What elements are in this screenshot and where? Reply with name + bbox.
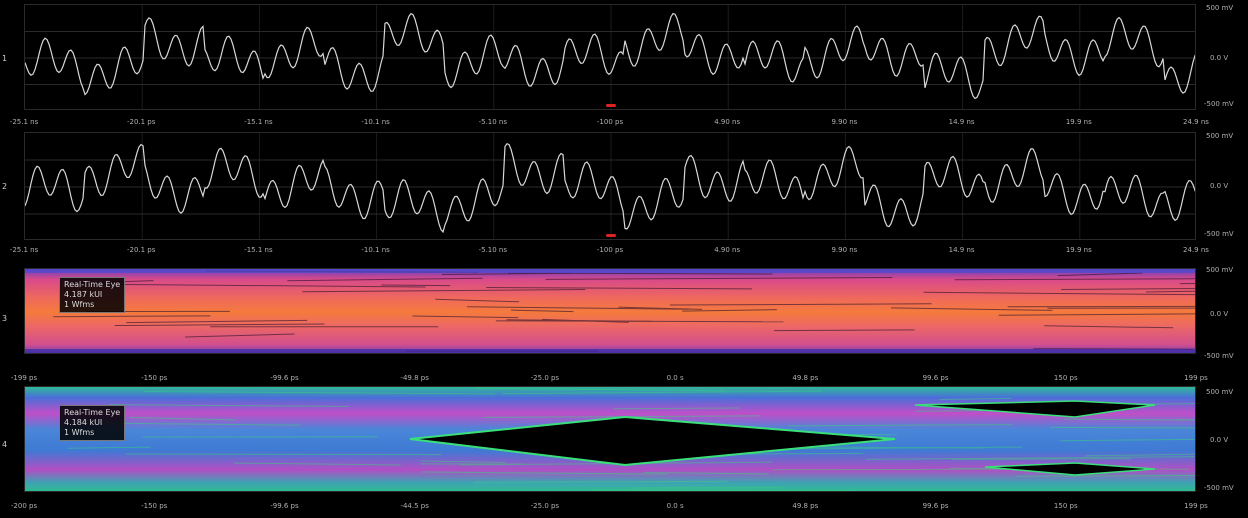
eye-label-wfms: 1 Wfms <box>64 428 95 437</box>
x-tick: 199 ps <box>1184 502 1208 510</box>
x-tick: -100 ps <box>596 118 624 126</box>
y-tick: 0.0 V <box>1210 310 1229 318</box>
x-tick: 9.90 ns <box>831 118 858 126</box>
eye-opening-upper <box>914 400 1156 418</box>
x-tick: -10.1 ns <box>361 118 390 126</box>
x-tick: 150 ps <box>1053 502 1078 510</box>
y-tick: 500 mV <box>1206 388 1234 396</box>
x-tick: -10.1 ns <box>361 246 390 254</box>
eye-label-title: Real-Time Eye <box>64 408 121 417</box>
x-tick: -20.1 ps <box>126 118 156 126</box>
x-tick: -150 ps <box>141 502 168 510</box>
x-tick: -49.8 ps <box>400 374 429 382</box>
eye-diagram-1 <box>25 269 1195 353</box>
x-tick: 4.90 ns <box>714 118 741 126</box>
x-tick: -44.5 ps <box>400 502 429 510</box>
channel-marker-1[interactable]: 1 <box>2 54 8 63</box>
x-tick: 19.9 ns <box>1065 246 1092 254</box>
channel-marker-3[interactable]: 3 <box>2 314 8 323</box>
waveform-trace-2 <box>25 133 1195 239</box>
eye-diagram-panel-2[interactable]: Real-Time Eye 4.184 kUI 1 Wfms <box>24 386 1196 492</box>
trigger-marker-1[interactable] <box>606 104 616 107</box>
x-tick: 0.0 s <box>666 502 684 510</box>
x-tick: -5.10 ns <box>478 118 508 126</box>
x-axis-4: -200 ps -150 ps -99.6 ps -44.5 ps -25.0 ps 0.… <box>0 502 1248 516</box>
eye-label-title: Real-Time Eye <box>64 280 121 289</box>
y-tick: -500 mV <box>1204 352 1234 360</box>
x-tick: -99.6 ps <box>270 374 299 382</box>
x-tick: 150 ps <box>1053 374 1078 382</box>
y-tick: 500 mV <box>1206 4 1234 12</box>
x-tick: -199 ps <box>10 374 38 382</box>
x-tick: 24.9 ns <box>1183 246 1209 254</box>
y-tick: -500 mV <box>1204 484 1234 492</box>
x-tick: 4.90 ns <box>714 246 741 254</box>
y-tick: 0.0 V <box>1210 182 1229 190</box>
x-tick: 49.8 ps <box>792 502 819 510</box>
x-tick: 14.9 ns <box>948 118 975 126</box>
x-tick: -15.1 ns <box>244 246 273 254</box>
x-tick: -20.1 ps <box>126 246 156 254</box>
x-tick: 199 ps <box>1184 374 1208 382</box>
y-tick: 0.0 V <box>1210 436 1229 444</box>
x-tick: -100 ps <box>596 246 624 254</box>
x-tick: -200 ps <box>10 502 38 510</box>
y-tick: -500 mV <box>1204 230 1234 238</box>
x-tick: 99.6 ps <box>922 502 949 510</box>
y-tick: 500 mV <box>1206 132 1234 140</box>
x-tick: -25.1 ns <box>9 118 39 126</box>
eye-label-count: 4.184 kUI <box>64 418 103 427</box>
eye-label-wfms: 1 Wfms <box>64 300 95 309</box>
channel-marker-2[interactable]: 2 <box>2 182 8 191</box>
x-tick: 49.8 ps <box>792 374 819 382</box>
x-tick: 24.9 ns <box>1183 118 1209 126</box>
eye-label-2[interactable]: Real-Time Eye 4.184 kUI 1 Wfms <box>59 405 126 441</box>
x-axis-2: -25.1 ns -20.1 ps -15.1 ns -10.1 ns -5.10 ns… <box>0 246 1248 260</box>
channel-marker-4[interactable]: 4 <box>2 440 8 449</box>
eye-label-1[interactable]: Real-Time Eye 4.187 kUI 1 Wfms <box>59 277 126 313</box>
x-tick: 0.0 s <box>666 374 684 382</box>
eye-diagram-2 <box>25 387 1195 491</box>
eye-opening-main <box>409 415 896 467</box>
x-tick: 99.6 ps <box>922 374 949 382</box>
x-tick: -25.0 ps <box>530 502 560 510</box>
x-axis-1: -25.1 ns -20.1 ps -15.1 ns -10.1 ns -5.10 ns… <box>0 118 1248 132</box>
trigger-marker-2[interactable] <box>606 234 616 237</box>
x-tick: -25.0 ps <box>530 374 560 382</box>
x-axis-3: -199 ps -150 ps -99.6 ps -49.8 ps -25.0 ps 0.… <box>0 374 1248 388</box>
waveform-panel-1[interactable] <box>24 4 1196 110</box>
eye-label-count: 4.187 kUI <box>64 290 103 299</box>
y-tick: -500 mV <box>1204 100 1234 108</box>
x-tick: -15.1 ns <box>244 118 273 126</box>
x-tick: -25.1 ns <box>9 246 39 254</box>
eye-opening-lower <box>984 462 1156 476</box>
waveform-trace-1 <box>25 5 1195 109</box>
x-tick: -5.10 ns <box>478 246 508 254</box>
x-tick: 14.9 ns <box>948 246 975 254</box>
x-tick: 19.9 ns <box>1065 118 1092 126</box>
y-tick: 0.0 V <box>1210 54 1229 62</box>
eye-diagram-panel-1[interactable]: Real-Time Eye 4.187 kUI 1 Wfms <box>24 268 1196 354</box>
x-tick: -99.6 ps <box>270 502 299 510</box>
waveform-panel-2[interactable] <box>24 132 1196 240</box>
x-tick: -150 ps <box>141 374 168 382</box>
x-tick: 9.90 ns <box>831 246 858 254</box>
y-tick: 500 mV <box>1206 266 1234 274</box>
